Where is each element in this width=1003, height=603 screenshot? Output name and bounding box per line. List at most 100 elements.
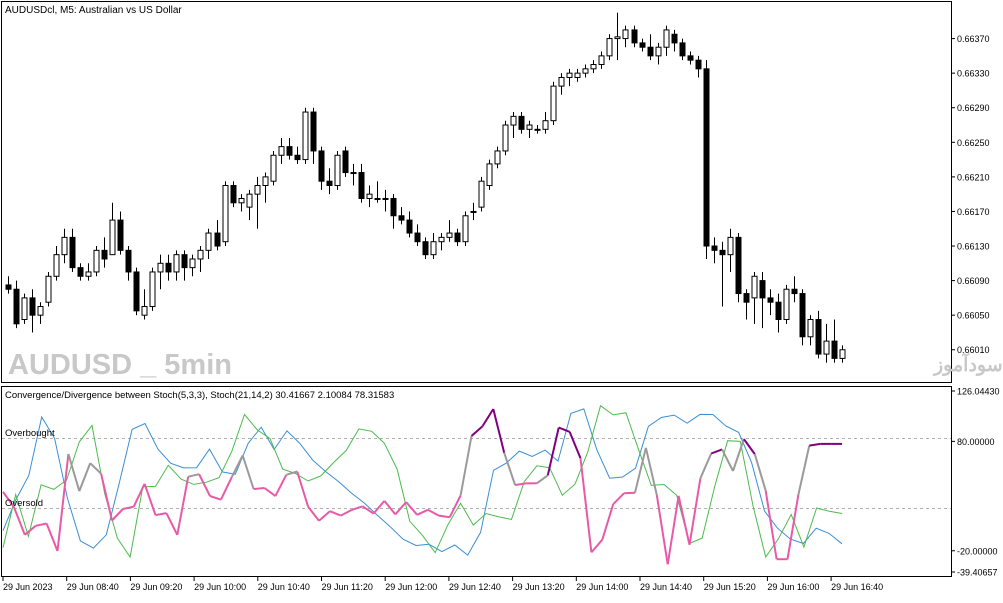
time-tick-label: 29 Jun 10:00 — [194, 582, 246, 592]
time-tick-label: 29 Jun 12:40 — [449, 582, 501, 592]
bull-candle-body — [239, 198, 244, 202]
price-panel-title: AUDUSDcl, M5: Australian vs US Dollar — [5, 5, 182, 16]
candle — [607, 34, 612, 60]
candle — [463, 211, 468, 246]
price-tick-label: 0.66050 — [957, 311, 990, 321]
bull-candle-body — [479, 181, 484, 207]
bear-candle-body — [455, 233, 460, 242]
candle — [487, 160, 492, 190]
bull-candle-body — [487, 164, 492, 186]
candle — [150, 268, 155, 311]
bull-candle-body — [623, 30, 628, 39]
bear-candle-body — [78, 268, 83, 277]
bull-candle-body — [575, 73, 580, 77]
bear-candle-body — [680, 43, 685, 56]
indicator-panel-frame — [2, 387, 952, 577]
bear-candle-body — [70, 237, 75, 267]
bear-candle-body — [231, 186, 236, 203]
candle — [503, 121, 508, 156]
bear-candle-body — [311, 112, 316, 151]
indicator-tick-label: -20.00000 — [957, 546, 998, 556]
price-tick-label: 0.66330 — [957, 69, 990, 79]
bull-candle-body — [559, 77, 564, 86]
bull-candle-body — [824, 341, 829, 354]
bear-candle-body — [720, 250, 725, 254]
time-tick-label: 29 Jun 14:40 — [640, 582, 692, 592]
bull-candle-body — [190, 259, 195, 268]
price-tick-label: 0.66010 — [957, 345, 990, 355]
watermark-left: AUDUSD _ 5min — [8, 349, 232, 381]
bull-candle-body — [615, 37, 620, 39]
bull-candle-body — [46, 276, 51, 302]
bear-candle-body — [391, 198, 396, 215]
time-tick-label: 29 Jun 09:20 — [130, 582, 182, 592]
time-tick-label: 29 Jun 15:20 — [704, 582, 756, 592]
candle — [223, 181, 228, 246]
bear-candle-body — [343, 151, 348, 173]
bull-candle-body — [656, 47, 661, 56]
bear-candle-body — [6, 285, 11, 289]
bull-candle-body — [223, 186, 228, 242]
bear-candle-body — [632, 30, 637, 43]
indicator-tick-label: 80.00000 — [957, 437, 995, 447]
price-tick-label: 0.66090 — [957, 276, 990, 286]
bear-candle-body — [126, 250, 131, 272]
bull-candle-body — [86, 272, 91, 276]
bull-candle-body — [567, 73, 572, 77]
bull-candle-body — [38, 307, 43, 316]
bull-candle-body — [62, 237, 67, 254]
bull-candle-body — [247, 194, 252, 207]
candle — [479, 177, 484, 212]
bull-candle-body — [174, 255, 179, 272]
bear-candle-body — [14, 289, 19, 324]
bear-candle-body — [832, 341, 837, 358]
time-tick-label: 29 Jun 11:20 — [322, 582, 373, 592]
oversold-label: Oversold — [5, 498, 43, 509]
bull-candle-body — [351, 173, 356, 174]
time-tick-label: 29 Jun 13:20 — [513, 582, 565, 592]
bear-candle-body — [760, 281, 765, 298]
bull-candle-body — [255, 186, 260, 195]
bear-candle-body — [166, 263, 171, 272]
bear-candle-body — [287, 147, 292, 156]
bear-candle-body — [792, 289, 797, 293]
bull-candle-body — [271, 155, 276, 181]
bear-candle-body — [118, 220, 123, 250]
bear-candle-body — [776, 302, 781, 319]
candle — [704, 60, 709, 259]
price-axis: 0.663700.663300.662900.662500.662100.661… — [951, 34, 990, 355]
bull-candle-body — [279, 147, 284, 156]
candle — [94, 246, 99, 276]
bull-candle-body — [206, 233, 211, 250]
bear-candle-body — [182, 255, 187, 268]
overbought-label: Overbought — [5, 428, 55, 439]
candle — [335, 151, 340, 190]
bull-candle-body — [511, 116, 516, 125]
bull-candle-body — [784, 289, 789, 319]
bull-candle-body — [495, 151, 500, 164]
bull-candle-body — [303, 112, 308, 160]
price-tick-label: 0.66370 — [957, 34, 990, 44]
candle — [46, 272, 51, 307]
bull-candle-body — [383, 198, 388, 199]
bear-candle-body — [102, 250, 107, 259]
bull-candle-body — [375, 198, 380, 199]
time-tick-label: 29 Jun 10:40 — [258, 582, 310, 592]
time-tick-label: 29 Jun 12:00 — [385, 582, 437, 592]
time-tick-label: 29 Jun 08:40 — [67, 582, 119, 592]
bear-candle-body — [295, 155, 300, 159]
bear-candle-body — [704, 69, 709, 246]
price-tick-label: 0.66170 — [957, 207, 990, 217]
bull-candle-body — [471, 211, 476, 212]
bear-candle-body — [648, 47, 653, 56]
candle — [303, 108, 308, 164]
bull-candle-body — [599, 56, 604, 65]
time-tick-label: 29 Jun 16:00 — [767, 582, 819, 592]
bull-candle-body — [54, 255, 59, 277]
bull-candle-body — [158, 263, 163, 272]
bull-candle-body — [728, 237, 733, 254]
bull-candle-body — [607, 39, 612, 56]
bear-candle-body — [415, 233, 420, 242]
